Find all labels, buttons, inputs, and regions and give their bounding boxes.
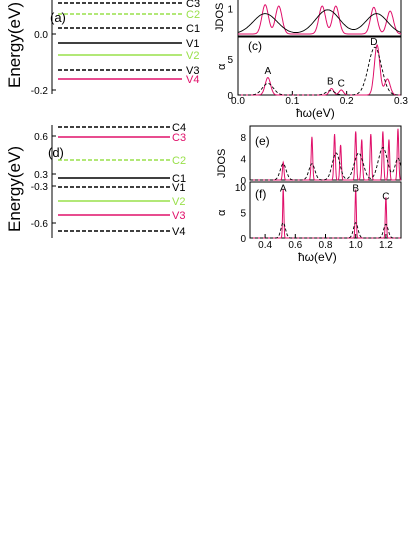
xtick-label: 0.6 (288, 240, 302, 251)
level-label-v4: V4 (172, 226, 185, 238)
level-label-v3: V3 (172, 210, 185, 222)
series-alpha-fine (250, 189, 401, 239)
level-label-c3: C3 (186, 0, 200, 10)
panel-e-frame (249, 125, 402, 181)
panel-c-xlabel: ħω(eV) (296, 106, 335, 120)
peak-label-b: B (327, 76, 334, 87)
series-jdos-fine (250, 128, 402, 181)
peak-label-d: D (370, 37, 377, 48)
panel-c-label: (c) (248, 39, 262, 53)
peak-label-a: A (265, 66, 272, 77)
peak-label-b: B (352, 184, 359, 195)
panel-c-ylabel: α (216, 63, 228, 70)
series-jdos-broad (237, 9, 402, 33)
ytick-label: 0.0 (34, 30, 48, 41)
level-label-v2: V2 (172, 196, 185, 208)
panel-b-frame (237, 0, 402, 37)
ytick-label: 8 (240, 133, 246, 144)
xtick-label: 0.8 (319, 240, 333, 251)
ytick-label: -0.3 (31, 182, 49, 193)
ytick-label: 0.3 (34, 170, 48, 181)
level-label-c1: C1 (186, 23, 200, 35)
panel-a-ylabel: Energy(eV) (5, 2, 24, 88)
ytick-label: 0 (240, 234, 246, 245)
ytick-label: 0.6 (34, 132, 48, 143)
panel-f: (f) α 0.4 0.6 0.8 1.0 1.2 0 5 10 A B C ħω(eV) (216, 181, 402, 264)
ytick-label: 0 (240, 176, 246, 187)
panel-b-ylabel: JDOS (214, 3, 226, 32)
xtick-label: 0.1 (285, 96, 299, 107)
peak-label-c: C (338, 78, 345, 89)
xtick-label: 0.4 (258, 240, 272, 251)
xtick-label: 0.0 (231, 96, 245, 107)
ytick-label: -0.2 (31, 86, 49, 97)
ytick-label: 1 (227, 5, 233, 16)
ytick-label: 5 (227, 55, 233, 66)
series-jdos-broad (250, 147, 402, 181)
level-label-c3: C3 (172, 132, 186, 144)
panel-e-label: (e) (255, 134, 270, 148)
panel-d-ylabel: Energy(eV) (5, 146, 24, 232)
level-label-v3: V3 (186, 65, 199, 77)
series-jdos-fine (238, 4, 402, 35)
peak-label-c: C (382, 191, 389, 202)
ytick-label: -0.6 (31, 219, 49, 230)
panel-f-ylabel: α (216, 209, 228, 216)
series-alpha-broad (250, 222, 401, 239)
xtick-label: 1.2 (379, 240, 393, 251)
level-label-c1: C1 (172, 173, 186, 185)
ytick-label: 4 (240, 154, 246, 165)
level-label-v2: V2 (186, 50, 199, 62)
xtick-label: 0.2 (340, 96, 354, 107)
level-label-c4: C4 (172, 122, 186, 134)
ytick-label: 10 (235, 183, 247, 194)
panel-b: JDOS 1 (214, 0, 402, 37)
panel-c: (c) α 0.0 0.1 0.2 0.3 0 5 A B C D ħω(eV) (216, 36, 408, 120)
panel-e-ylabel: JDOS (216, 149, 228, 178)
level-label-c2: C2 (186, 9, 200, 21)
panel-f-label: (f) (255, 187, 266, 201)
level-label-v1: V1 (186, 38, 199, 50)
series-alpha-broad (238, 46, 401, 96)
ytick-label: 5 (240, 209, 246, 220)
level-label-v1: V1 (172, 182, 185, 194)
panel-e: (e) JDOS 0 4 8 (216, 125, 402, 187)
level-label-v4: V4 (186, 74, 199, 86)
panel-d-label: (d) (48, 145, 64, 160)
panel-f-frame (249, 181, 402, 239)
ytick-label: 0 (227, 91, 233, 102)
xtick-label: 1.0 (349, 240, 363, 251)
peak-label-a: A (280, 184, 287, 195)
level-label-c2: C2 (172, 155, 186, 167)
panel-f-xlabel: ħω(eV) (298, 250, 337, 264)
xtick-label: 0.3 (394, 96, 408, 107)
